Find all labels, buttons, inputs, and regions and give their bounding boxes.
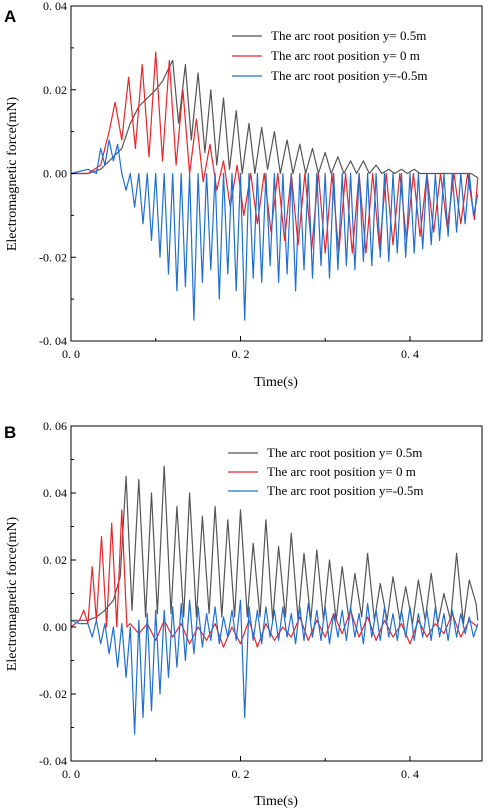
panel-b-ytick-label-4: 0. 04 [43,486,67,500]
panel-b-legend-label-2: The arc root position y=-0.5m [267,483,423,498]
panel-b-xtick-label-0: 0. 0 [62,767,80,781]
panel-a-xtick-label-2: 0. 4 [401,347,419,361]
panel-a-ytick-label-1: -0. 02 [39,250,67,264]
panel-b-ytick-label-5: 0. 06 [43,419,67,433]
panel-a-legend-label-2: The arc root position y=-0.5m [271,68,427,83]
panel-a-y-axis-title: Electromagnetic force(mN) [5,97,20,252]
panel-a-series-1-line [71,51,479,254]
panel-b-legend-label-0: The arc root position y= 0.5m [267,445,422,460]
panel-a-series-0-line [71,59,479,179]
panel-b-plot-area: -0. 04 -0. 02 0. 00 0. 02 0. 04 0. 06 0. 0 0. 2… [39,419,483,781]
panel-b-series-2-line [70,599,479,735]
panel-a-ytick-label-3: 0. 02 [43,83,67,97]
panel-b-xtick-label-2: 0. 4 [401,767,419,781]
panel-a-legend: The arc root position y= 0.5m The arc ro… [232,28,427,83]
panel-b-xtick-label-1: 0. 2 [231,767,249,781]
panel-b-series-1-line [70,509,479,648]
panel-a-ytick-label-2: 0. 00 [43,167,67,181]
panel-b-y-axis-title: Electromagnetic force(mN) [5,517,20,672]
panel-b-letter: B [4,423,16,442]
panel-b-ytick-label-3: 0. 02 [43,553,67,567]
panel-a-ytick-label-4: 0. 04 [43,0,67,13]
panel-b-ytick-label-2: 0. 00 [43,620,67,634]
panel-a-x-axis-title: Time(s) [254,375,298,390]
panel-b-ytick-label-0: -0. 04 [39,754,67,768]
panel-a-plot-area: -0. 04 -0. 02 0. 00 0. 02 0. 04 0. 0 0. 2 0. 4 [39,0,483,361]
panel-a-legend-label-0: The arc root position y= 0.5m [271,28,426,43]
panel-a-xtick-label-1: 0. 2 [231,347,249,361]
panel-b-x-axis-title: Time(s) [254,794,298,809]
panel-b-ytick-label-1: -0. 02 [39,687,67,701]
panel-a-xtick-label-0: 0. 0 [62,347,80,361]
panel-a-ytick-label-0: -0. 04 [39,334,67,348]
panel-b-legend: The arc root position y= 0.5m The arc ro… [228,445,423,498]
panel-a-legend-label-1: The arc root position y= 0 m [271,48,420,63]
panel-b-series-0-line [71,465,479,625]
panel-a: A Electromagnetic force(mN) Time(s) -0. … [4,0,483,390]
panel-a-series-2-line [70,139,479,321]
panel-a-letter: A [4,7,16,26]
panel-b-legend-label-1: The arc root position y= 0 m [267,464,416,479]
panel-b: B Electromagnetic force(mN) Time(s) -0. … [4,419,483,809]
